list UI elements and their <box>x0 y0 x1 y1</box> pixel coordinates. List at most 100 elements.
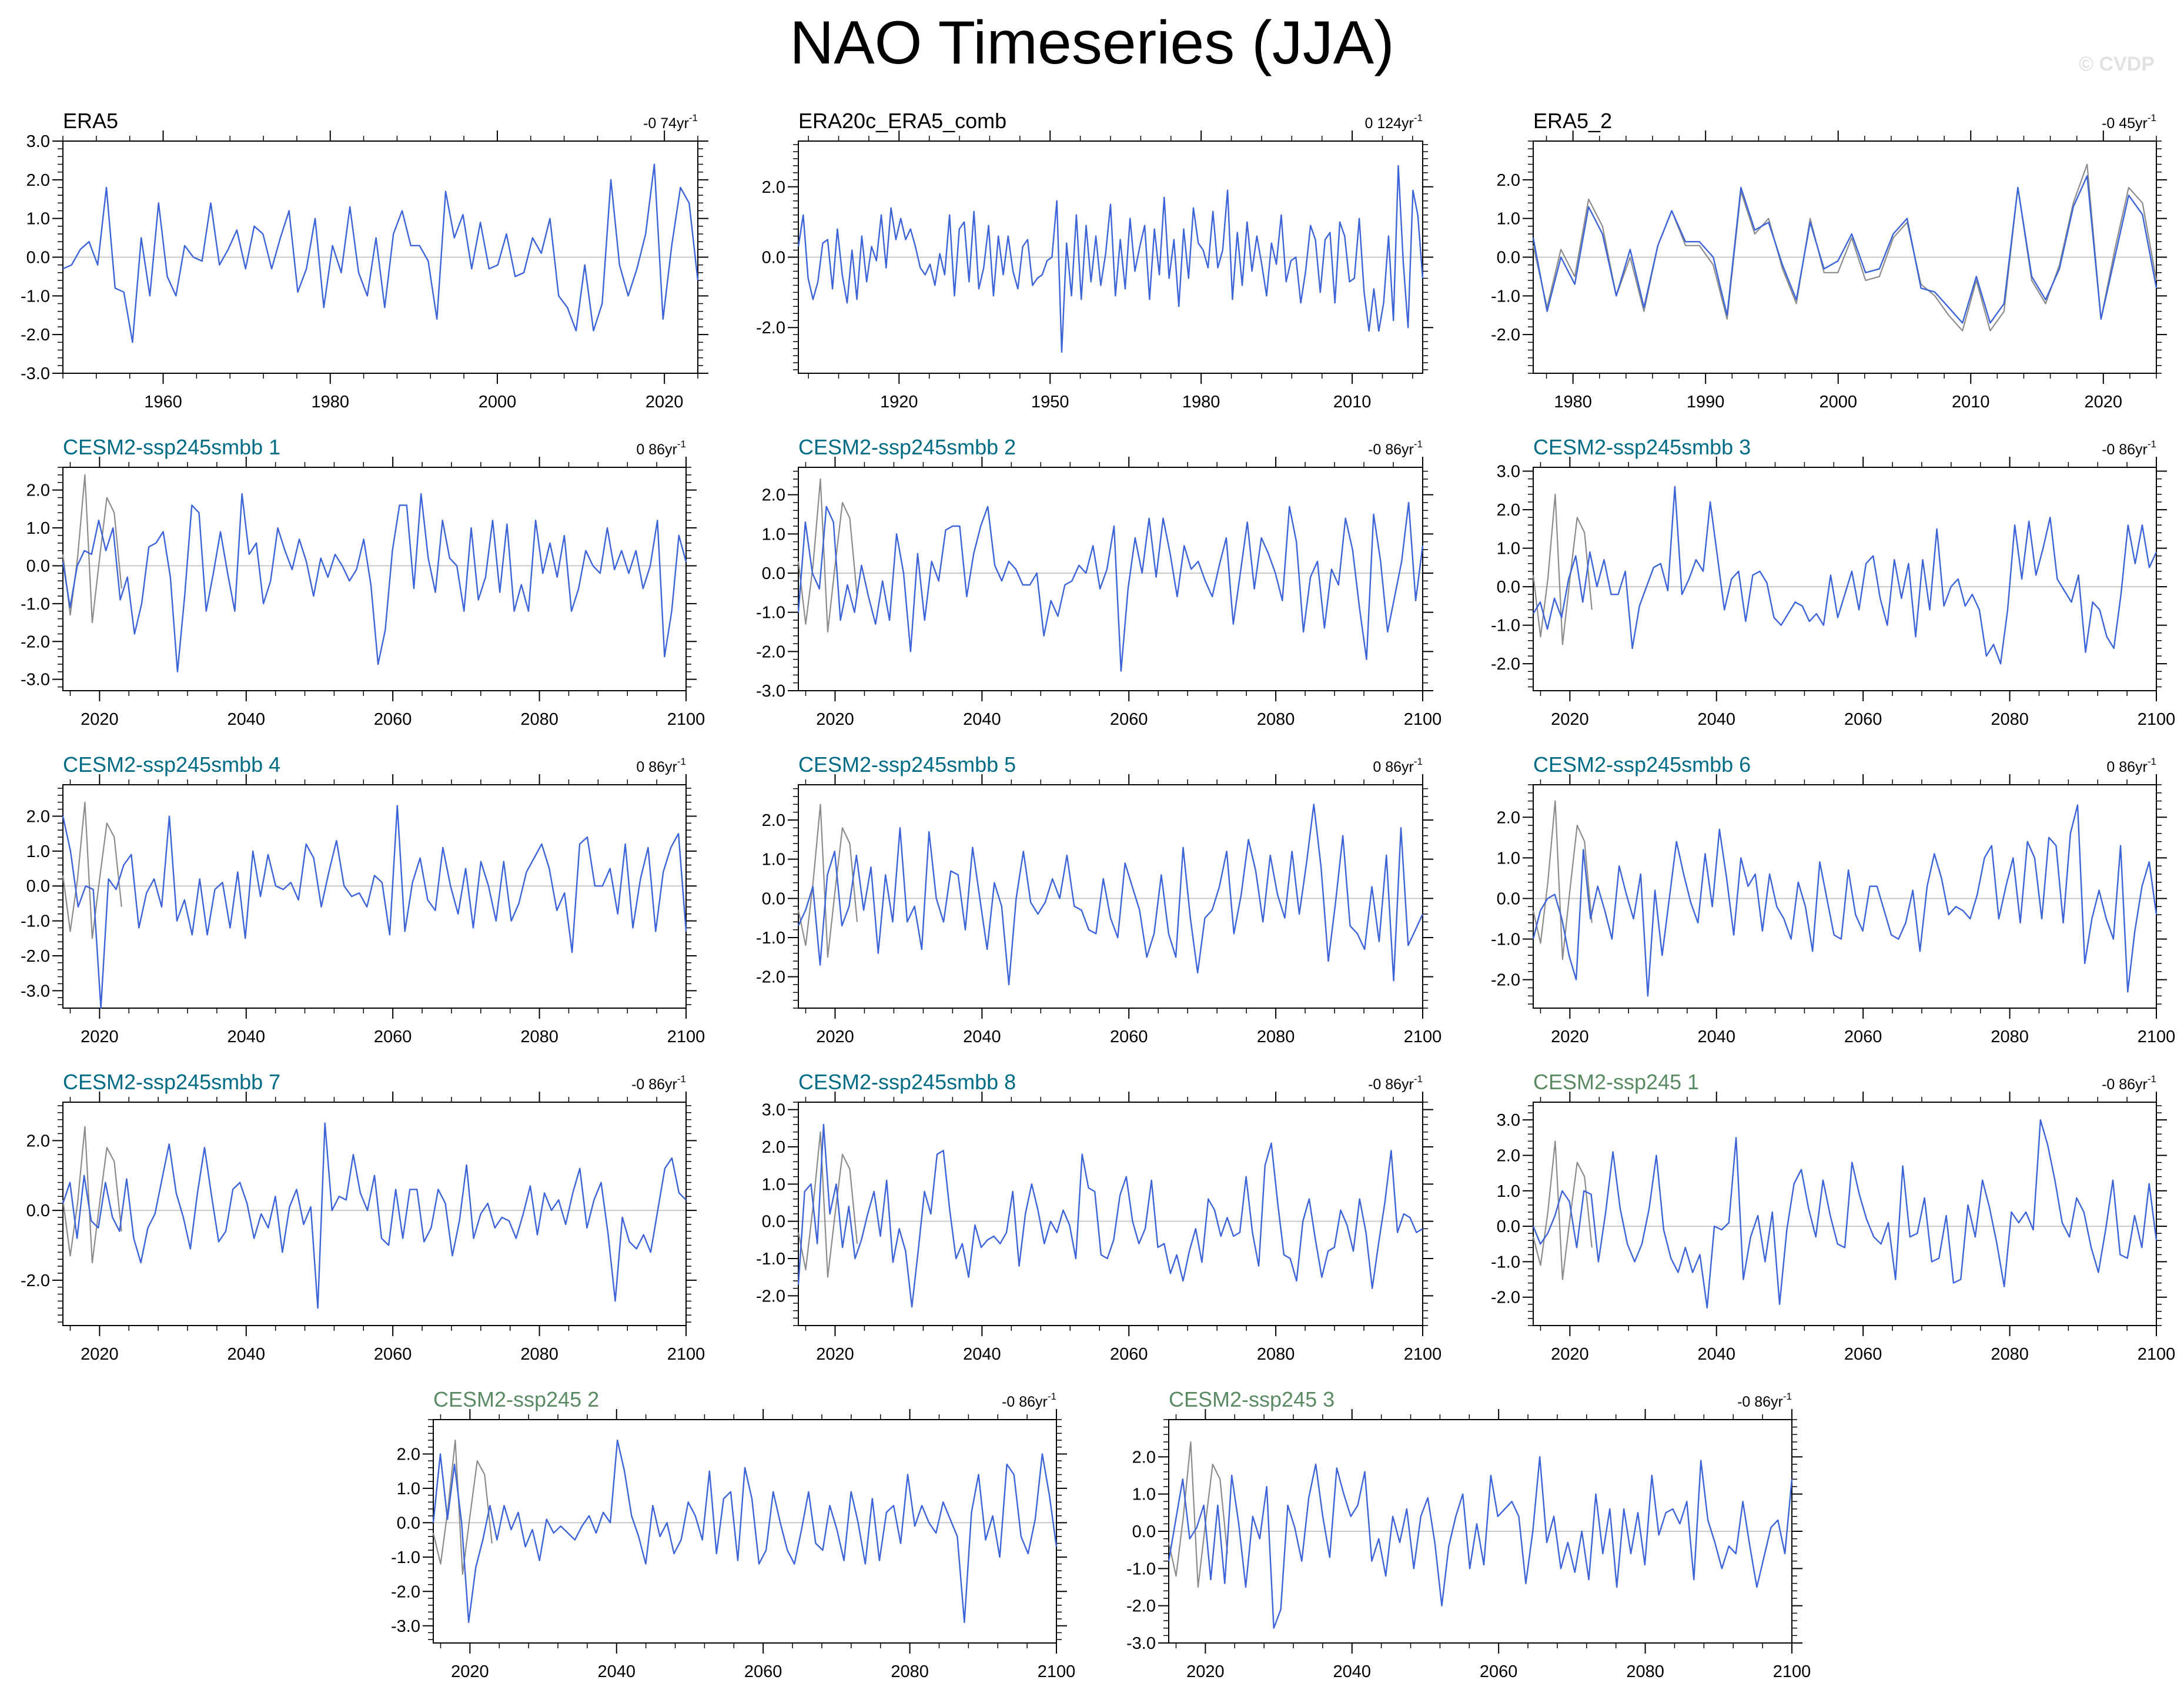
chart-panel: CESM2-ssp245 2 -0 86yr-1 -3.0 -2.0 -1.0 0.0 1.… <box>391 1387 1075 1681</box>
trend-label: 0 86yr-1 <box>636 756 686 775</box>
y-tick-label: 1.0 <box>26 210 50 229</box>
y-tick-label: 0.0 <box>762 564 785 583</box>
x-tick-label: 2040 <box>1333 1662 1372 1681</box>
y-tick-label: 2.0 <box>762 178 785 197</box>
y-tick-label: 0.0 <box>397 1514 420 1532</box>
series-line <box>62 805 687 1009</box>
x-tick-label: 2040 <box>1698 1345 1736 1364</box>
series-line <box>1532 486 2158 665</box>
x-tick-label: 1950 <box>1031 393 1069 411</box>
y-tick-label: -3.0 <box>21 982 50 1000</box>
trend-label: -0 45yr-1 <box>2102 112 2156 132</box>
trend-exponent: -1 <box>1414 439 1423 450</box>
obs-series-line <box>797 1131 858 1278</box>
x-tick-label: 2080 <box>1991 710 2029 729</box>
x-tick-label: 2100 <box>667 710 705 729</box>
y-tick-label: -2.0 <box>21 1271 50 1290</box>
chart-panel: CESM2-ssp245smbb 1 0 86yr-1 -3.0 -2.0 -1.0 0.… <box>21 435 705 729</box>
x-tick-label: 1980 <box>311 393 349 411</box>
y-tick-label: -1.0 <box>1126 1560 1156 1578</box>
y-tick-label: 2.0 <box>1497 171 1520 190</box>
panel-title: CESM2-ssp245smbb 1 <box>63 435 280 459</box>
chart-panel: CESM2-ssp245smbb 7 -0 86yr-1 -2.0 0.0 2.0 202… <box>21 1070 705 1364</box>
x-tick-label: 2040 <box>228 1028 266 1046</box>
x-tick-label: 2060 <box>1110 1028 1148 1046</box>
series-line <box>797 1123 1423 1308</box>
y-tick-label: 1.0 <box>1132 1485 1156 1504</box>
trend-exponent: -1 <box>1048 1391 1056 1402</box>
x-tick-label: 2080 <box>1626 1662 1664 1681</box>
obs-series-line <box>1532 800 1593 961</box>
x-tick-label: 2060 <box>1480 1662 1518 1681</box>
x-tick-label: 2000 <box>1819 393 1857 411</box>
panel-title: CESM2-ssp245smbb 4 <box>63 752 280 777</box>
x-tick-label: 2100 <box>667 1028 705 1046</box>
chart-panel: ERA20c_ERA5_comb 0 124yr-1 -2.0 0.0 2.0 1920 1… <box>756 109 1433 411</box>
x-tick-label: 2100 <box>2138 710 2176 729</box>
y-tick-label: 2.0 <box>1497 1146 1520 1165</box>
plot-frame <box>62 467 687 691</box>
series-line <box>1168 1456 1793 1629</box>
y-tick-label: 1.0 <box>762 1175 785 1194</box>
x-tick-label: 1980 <box>1554 393 1592 411</box>
x-tick-label: 2060 <box>374 1028 412 1046</box>
panel-title: CESM2-ssp245 2 <box>433 1387 599 1411</box>
x-tick-label: 2060 <box>374 710 412 729</box>
series-line <box>62 163 699 343</box>
trend-exponent: -1 <box>677 756 686 767</box>
y-tick-label: 0.0 <box>1497 249 1520 267</box>
y-tick-label: 2.0 <box>26 807 50 826</box>
chart-panel: CESM2-ssp245smbb 3 -0 86yr-1 -2.0 -1.0 0.0 1.… <box>1491 435 2175 729</box>
y-tick-label: -1.0 <box>21 595 50 614</box>
y-tick-label: 2.0 <box>1497 501 1520 520</box>
y-tick-label: 2.0 <box>762 486 785 505</box>
y-tick-label: 2.0 <box>762 811 785 830</box>
y-tick-label: 2.0 <box>397 1445 420 1464</box>
x-tick-label: 2040 <box>963 1028 1001 1046</box>
x-tick-label: 2080 <box>520 1028 558 1046</box>
y-tick-label: 1.0 <box>762 525 785 544</box>
y-tick-label: -2.0 <box>1126 1597 1156 1616</box>
chart-panel: CESM2-ssp245 1 -0 86yr-1 -2.0 -1.0 0.0 1.0 2.0… <box>1491 1070 2175 1364</box>
y-tick-label: 0.0 <box>1497 1217 1520 1236</box>
y-tick-label: -1.0 <box>1491 617 1520 635</box>
x-tick-label: 2100 <box>1404 1345 1442 1364</box>
panel-title: CESM2-ssp245 1 <box>1533 1070 1699 1094</box>
x-tick-label: 2040 <box>1698 1028 1736 1046</box>
plot-frame <box>433 1419 1057 1644</box>
trend-label: -0 86yr-1 <box>1368 1073 1423 1093</box>
x-tick-label: 2080 <box>891 1662 929 1681</box>
y-tick-label: 1.0 <box>762 851 785 869</box>
plot-frame <box>62 784 687 1009</box>
x-tick-label: 2100 <box>2138 1345 2176 1364</box>
x-tick-label: 2060 <box>1844 1028 1882 1046</box>
x-tick-label: 2020 <box>451 1662 489 1681</box>
x-tick-label: 2080 <box>520 1345 558 1364</box>
x-tick-label: 2020 <box>81 710 119 729</box>
x-tick-label: 2060 <box>374 1345 412 1364</box>
trend-label: -0 86yr-1 <box>2102 439 2156 458</box>
trend-label: 0 86yr-1 <box>636 439 686 458</box>
series-line <box>797 804 1424 986</box>
series-line <box>62 1122 687 1309</box>
y-tick-label: 0.0 <box>26 1202 50 1220</box>
x-tick-label: 2020 <box>81 1345 119 1364</box>
x-tick-label: 1960 <box>144 393 182 411</box>
y-tick-label: 0.0 <box>26 249 50 267</box>
x-tick-label: 2040 <box>963 710 1001 729</box>
trend-exponent: -1 <box>2148 439 2156 450</box>
x-tick-label: 1980 <box>1182 393 1220 411</box>
trend-label: 0 86yr-1 <box>1373 756 1423 775</box>
x-tick-label: 2020 <box>81 1028 119 1046</box>
y-tick-label: -1.0 <box>21 912 50 931</box>
chart-panel: ERA5_2 -0 45yr-1 -2.0 -1.0 0.0 1.0 2.0 1980 1990… <box>1491 109 2167 411</box>
series-line <box>1532 804 2158 997</box>
trend-exponent: -1 <box>689 112 698 123</box>
x-tick-label: 2020 <box>645 393 684 411</box>
obs-series-line <box>62 801 122 939</box>
y-tick-label: 2.0 <box>762 1138 785 1157</box>
y-tick-label: 2.0 <box>26 1132 50 1150</box>
y-tick-label: 3.0 <box>26 132 50 151</box>
y-tick-label: -2.0 <box>21 633 50 651</box>
